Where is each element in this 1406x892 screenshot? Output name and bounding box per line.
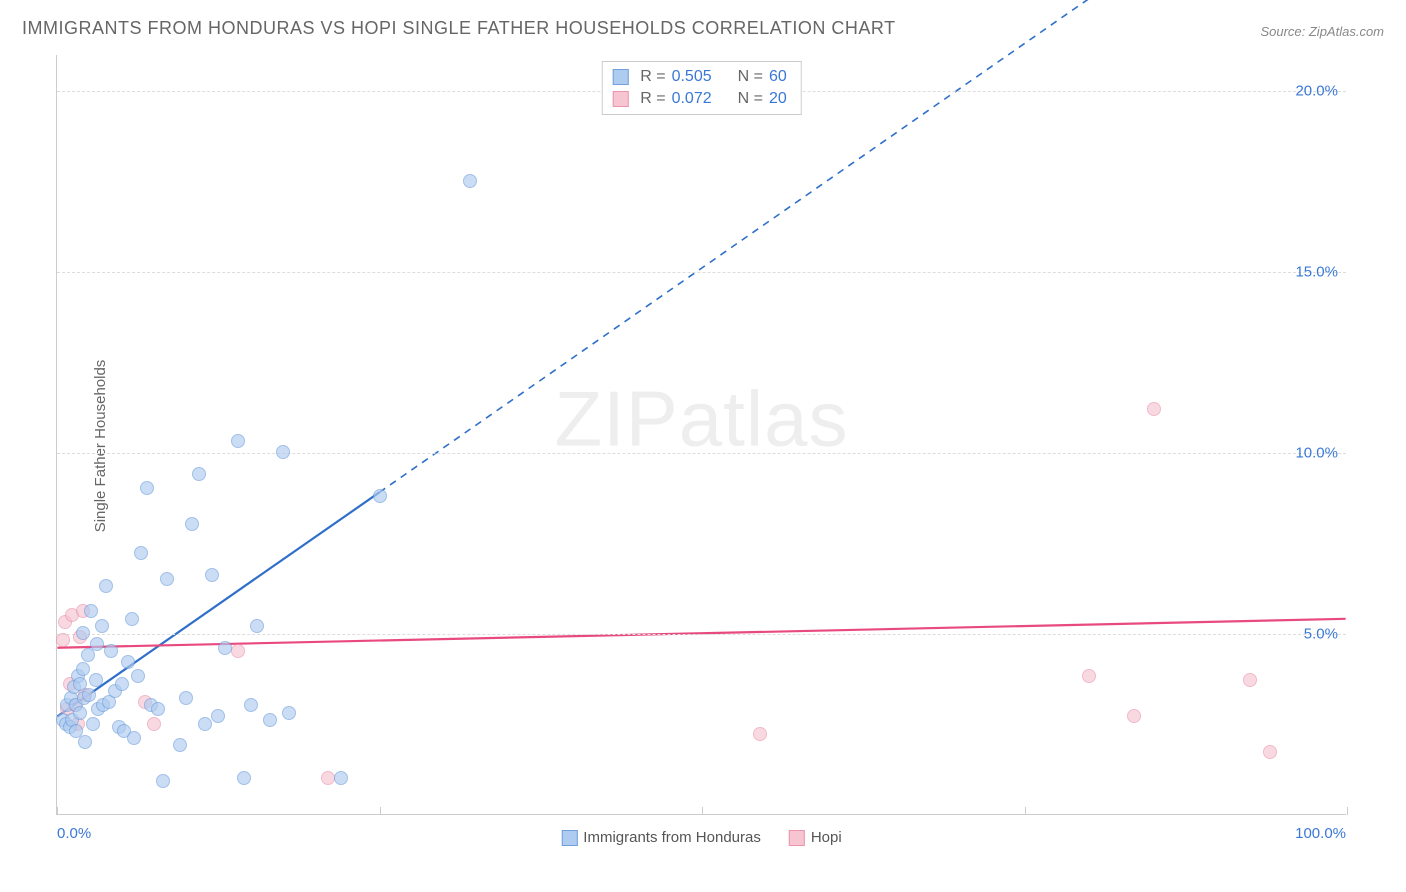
scatter-point-honduras — [121, 655, 135, 669]
scatter-point-honduras — [76, 662, 90, 676]
scatter-point-hopi — [1082, 669, 1096, 683]
scatter-point-honduras — [192, 467, 206, 481]
scatter-point-hopi — [1127, 709, 1141, 723]
y-tick-label: 5.0% — [1304, 626, 1338, 643]
n-label: N = — [738, 90, 763, 108]
scatter-point-hopi — [1243, 673, 1257, 687]
correlation-legend: R = 0.505 N = 60 R = 0.072 N = 20 — [601, 61, 802, 115]
scatter-point-honduras — [76, 626, 90, 640]
y-tick-label: 10.0% — [1295, 445, 1338, 462]
scatter-point-honduras — [250, 619, 264, 633]
legend-label: Hopi — [811, 829, 842, 846]
chart-source: Source: ZipAtlas.com — [1260, 24, 1384, 39]
y-tick-label: 20.0% — [1295, 83, 1338, 100]
scatter-point-honduras — [334, 771, 348, 785]
n-value: 20 — [769, 90, 787, 108]
scatter-point-honduras — [115, 677, 129, 691]
legend-swatch — [612, 91, 628, 107]
scatter-point-honduras — [89, 673, 103, 687]
scatter-point-honduras — [131, 669, 145, 683]
legend-swatch — [789, 830, 805, 846]
scatter-point-honduras — [73, 706, 87, 720]
scatter-point-honduras — [90, 637, 104, 651]
scatter-point-honduras — [140, 481, 154, 495]
scatter-point-hopi — [147, 717, 161, 731]
scatter-point-honduras — [237, 771, 251, 785]
scatter-point-honduras — [99, 579, 113, 593]
scatter-point-honduras — [373, 489, 387, 503]
scatter-point-honduras — [160, 572, 174, 586]
chart-title: IMMIGRANTS FROM HONDURAS VS HOPI SINGLE … — [22, 18, 896, 39]
scatter-point-honduras — [463, 174, 477, 188]
series-legend: Immigrants from Honduras Hopi — [561, 829, 841, 846]
gridline — [57, 453, 1346, 454]
scatter-point-hopi — [1263, 745, 1277, 759]
scatter-point-honduras — [231, 434, 245, 448]
legend-stat-row: R = 0.072 N = 20 — [612, 88, 787, 110]
scatter-point-hopi — [56, 633, 70, 647]
scatter-point-honduras — [263, 713, 277, 727]
y-tick-label: 15.0% — [1295, 264, 1338, 281]
scatter-point-honduras — [82, 688, 96, 702]
r-value: 0.072 — [672, 90, 712, 108]
scatter-point-honduras — [282, 706, 296, 720]
x-tick — [57, 807, 58, 815]
legend-item: Immigrants from Honduras — [561, 829, 761, 846]
legend-swatch — [612, 69, 628, 85]
x-tick — [702, 807, 703, 815]
scatter-point-hopi — [321, 771, 335, 785]
scatter-point-honduras — [179, 691, 193, 705]
gridline — [57, 272, 1346, 273]
scatter-point-honduras — [104, 644, 118, 658]
scatter-point-hopi — [1147, 402, 1161, 416]
x-min-label: 0.0% — [57, 825, 91, 842]
scatter-point-honduras — [84, 604, 98, 618]
scatter-point-honduras — [86, 717, 100, 731]
scatter-point-honduras — [125, 612, 139, 626]
scatter-point-honduras — [185, 517, 199, 531]
scatter-point-honduras — [198, 717, 212, 731]
x-tick — [380, 807, 381, 815]
scatter-point-hopi — [753, 727, 767, 741]
scatter-point-honduras — [173, 738, 187, 752]
x-tick — [1025, 807, 1026, 815]
scatter-point-hopi — [231, 644, 245, 658]
legend-item: Hopi — [789, 829, 842, 846]
x-tick — [1347, 807, 1348, 815]
scatter-point-honduras — [127, 731, 141, 745]
scatter-point-honduras — [218, 641, 232, 655]
r-value: 0.505 — [672, 68, 712, 86]
scatter-point-honduras — [211, 709, 225, 723]
x-max-label: 100.0% — [1295, 825, 1346, 842]
scatter-point-honduras — [156, 774, 170, 788]
scatter-point-honduras — [205, 568, 219, 582]
r-label: R = — [640, 90, 665, 108]
scatter-point-honduras — [78, 735, 92, 749]
scatter-point-honduras — [134, 546, 148, 560]
plot-area: ZIPatlas R =0.505N =60R =0.072N =20 Immi… — [56, 55, 1346, 815]
legend-label: Immigrants from Honduras — [583, 829, 761, 846]
scatter-point-honduras — [151, 702, 165, 716]
r-label: R = — [640, 68, 665, 86]
scatter-point-honduras — [276, 445, 290, 459]
scatter-point-honduras — [244, 698, 258, 712]
legend-stat-row: R = 0.505 N = 60 — [612, 66, 787, 88]
legend-swatch — [561, 830, 577, 846]
n-value: 60 — [769, 68, 787, 86]
n-label: N = — [738, 68, 763, 86]
scatter-point-honduras — [95, 619, 109, 633]
gridline — [57, 634, 1346, 635]
